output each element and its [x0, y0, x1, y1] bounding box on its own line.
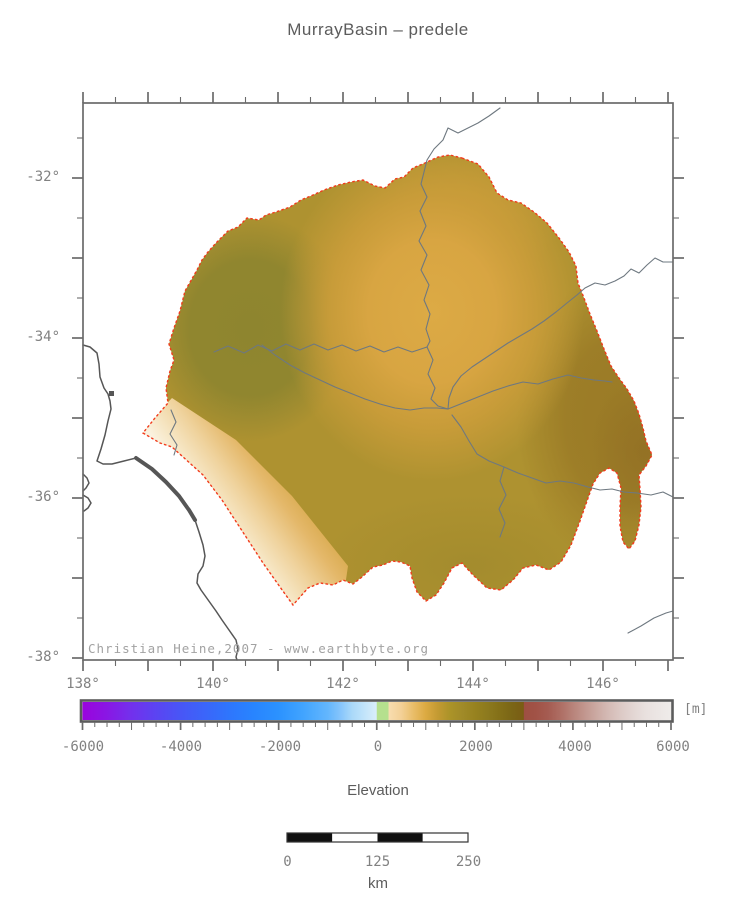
colorbar-label-n4000: -4000: [159, 739, 203, 755]
colorbar-label-4000: 4000: [558, 739, 592, 755]
river-lines: [169, 107, 674, 634]
colorbar-unit-label: [m]: [684, 702, 708, 717]
y-tick-label-38: -38°: [26, 649, 60, 665]
x-tick-label-138: 138°: [66, 676, 100, 692]
colorbar-label-n2000: -2000: [258, 739, 302, 755]
x-tick-label-142: 142°: [326, 676, 360, 692]
y-tick-label-36: -36°: [26, 489, 60, 505]
map-axis-ticks: [72, 92, 684, 671]
colorbar-ticks: [81, 722, 672, 730]
city-marker: [109, 391, 114, 396]
y-tick-label-34: -34°: [26, 329, 60, 345]
map-frame: [82, 102, 674, 661]
scale-bar-unit: km: [368, 875, 388, 892]
scale-bar-label-250: 250: [455, 854, 482, 870]
y-tick-label-32: -32°: [26, 169, 60, 185]
colorbar-caption: Elevation: [347, 782, 409, 799]
colorbar-label-2000: 2000: [459, 739, 493, 755]
colorbar-gradient: [82, 702, 671, 720]
x-tick-label-140: 140°: [196, 676, 230, 692]
coorong-lagoon: [134, 456, 197, 522]
scale-bar: [286, 832, 469, 843]
alluvial-fan: [143, 398, 348, 605]
coastline: [82, 344, 239, 661]
x-tick-label-144: 144°: [456, 676, 490, 692]
colorbar-label-0: 0: [373, 739, 383, 755]
page-title: MurrayBasin – predele: [287, 20, 469, 39]
colorbar-label-6000: 6000: [656, 739, 690, 755]
colorbar: [79, 699, 674, 730]
basin-region: [143, 155, 652, 605]
x-tick-label-146: 146°: [586, 676, 620, 692]
scale-bar-label-125: 125: [364, 854, 391, 870]
colorbar-label-n6000: -6000: [61, 739, 105, 755]
scale-bar-label-0: 0: [283, 854, 292, 870]
attribution-text: Christian Heine,2007 - www.earthbyte.org: [88, 641, 430, 656]
